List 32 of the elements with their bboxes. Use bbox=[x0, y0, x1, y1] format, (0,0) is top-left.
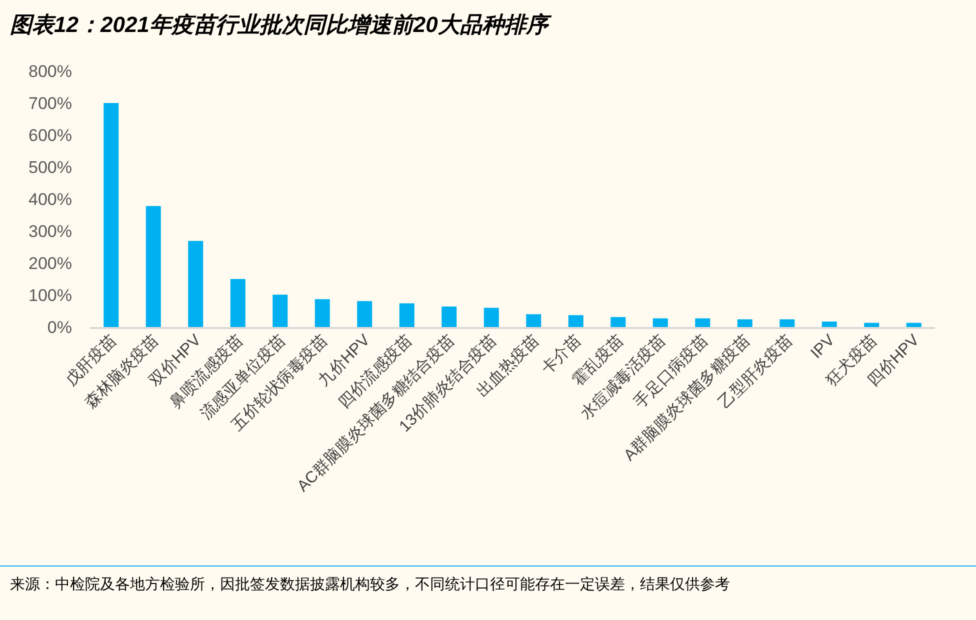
bar bbox=[864, 322, 880, 327]
bar bbox=[188, 240, 204, 327]
bar bbox=[822, 322, 837, 327]
bar bbox=[442, 306, 457, 327]
bar bbox=[652, 318, 668, 327]
bar bbox=[399, 303, 414, 327]
bar bbox=[610, 317, 626, 327]
bar bbox=[526, 314, 542, 327]
bar bbox=[780, 319, 795, 327]
y-tick-label: 100% bbox=[28, 286, 72, 305]
y-tick-label: 800% bbox=[28, 62, 72, 81]
y-tick-label: 300% bbox=[28, 222, 72, 241]
x-tick-label: IPV bbox=[808, 332, 838, 362]
bar bbox=[737, 319, 752, 327]
y-tick-label: 0% bbox=[47, 318, 72, 337]
bar bbox=[146, 206, 161, 327]
chart-title: 图表12：2021年疫苗行业批次同比增速前20大品种排序 bbox=[10, 12, 552, 37]
bar bbox=[695, 318, 710, 327]
bar bbox=[104, 103, 119, 327]
bar bbox=[230, 279, 246, 327]
bar bbox=[568, 315, 584, 327]
bar bbox=[272, 294, 288, 327]
y-tick-label: 500% bbox=[28, 158, 72, 177]
bar bbox=[906, 322, 922, 327]
bar bbox=[357, 301, 372, 327]
y-tick-label: 600% bbox=[28, 126, 72, 145]
bar bbox=[314, 299, 330, 327]
bar bbox=[484, 308, 499, 327]
y-tick-label: 200% bbox=[28, 254, 72, 273]
source-note: 来源：中检院及各地方检验所，因批签发数据披露机构较多，不同统计口径可能存在一定误差，结果仅供参考 bbox=[10, 576, 730, 593]
y-tick-label: 700% bbox=[28, 94, 72, 113]
y-tick-label: 400% bbox=[28, 190, 72, 209]
